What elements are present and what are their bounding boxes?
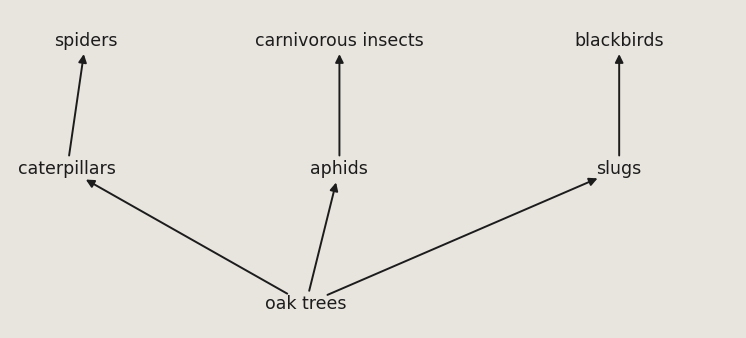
- Text: slugs: slugs: [597, 160, 642, 178]
- Text: carnivorous insects: carnivorous insects: [255, 31, 424, 50]
- FancyArrowPatch shape: [88, 180, 287, 294]
- Text: blackbirds: blackbirds: [574, 31, 664, 50]
- Text: caterpillars: caterpillars: [18, 160, 116, 178]
- FancyArrowPatch shape: [616, 56, 622, 155]
- FancyArrowPatch shape: [327, 179, 595, 295]
- Text: aphids: aphids: [310, 160, 369, 178]
- FancyArrowPatch shape: [336, 56, 342, 155]
- FancyArrowPatch shape: [69, 56, 86, 155]
- FancyArrowPatch shape: [309, 185, 337, 291]
- Text: spiders: spiders: [54, 31, 118, 50]
- Text: oak trees: oak trees: [265, 295, 347, 313]
